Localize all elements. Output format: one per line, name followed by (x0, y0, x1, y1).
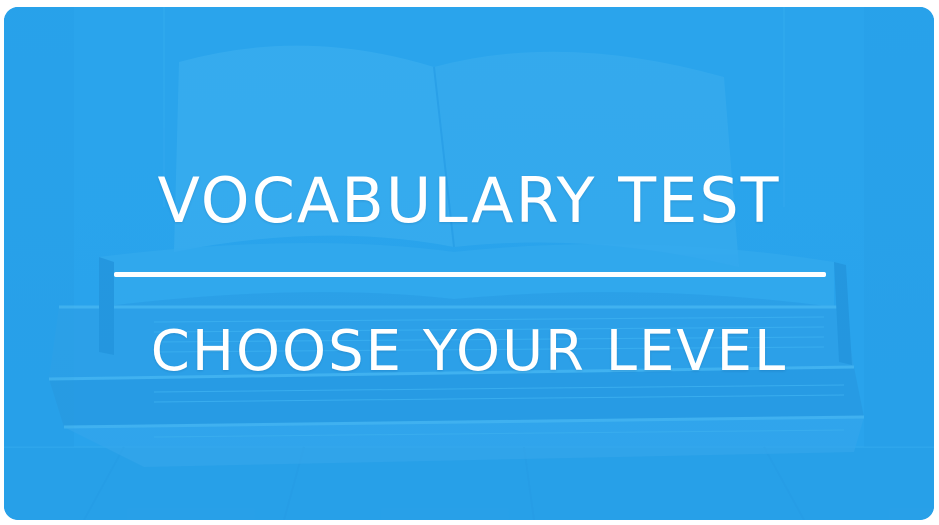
color-overlay (4, 7, 934, 520)
banner-title: VOCABULARY TEST (4, 161, 934, 241)
banner-subtitle: CHOOSE YOUR LEVEL (4, 314, 934, 390)
title-divider (114, 272, 826, 277)
banner-card[interactable]: VOCABULARY TEST CHOOSE YOUR LEVEL (4, 7, 934, 520)
